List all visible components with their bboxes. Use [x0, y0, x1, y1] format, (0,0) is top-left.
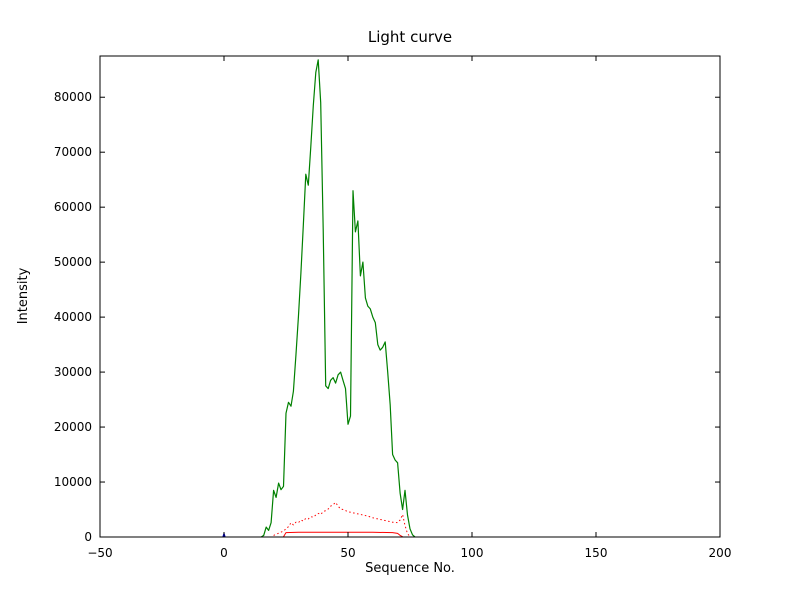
y-tick-label: 60000	[54, 200, 92, 214]
y-axis-label: Intensity	[16, 267, 31, 324]
x-tick-label: 0	[220, 546, 228, 560]
x-tick-label: 200	[709, 546, 732, 560]
x-tick-label: 150	[585, 546, 608, 560]
plot-frame	[99, 55, 721, 538]
x-tick-label: 50	[340, 546, 355, 560]
x-tick-label: 100	[461, 546, 484, 560]
y-tick-label: 0	[84, 530, 92, 544]
series-main-intensity-curve	[260, 59, 416, 538]
series-flat-reference-curve	[283, 531, 403, 538]
chart-title: Light curve	[368, 28, 452, 46]
plot-area: −50 0 50 100 150 200 0 10000 20000 30000 40000 5000…	[54, 55, 732, 560]
x-axis-label: Sequence No.	[365, 561, 455, 576]
y-tick-label: 40000	[54, 310, 92, 324]
y-tick-label: 50000	[54, 255, 92, 269]
y-tick-label: 80000	[54, 90, 92, 104]
series-zero-level-line	[222, 532, 663, 538]
y-tick-label: 10000	[54, 475, 92, 489]
y-tick-label: 70000	[54, 145, 92, 159]
y-tick-label: 20000	[54, 420, 92, 434]
y-tick-label: 30000	[54, 365, 92, 379]
x-tick-label: −50	[87, 546, 112, 560]
series-dotted-background-curve	[273, 501, 411, 537]
